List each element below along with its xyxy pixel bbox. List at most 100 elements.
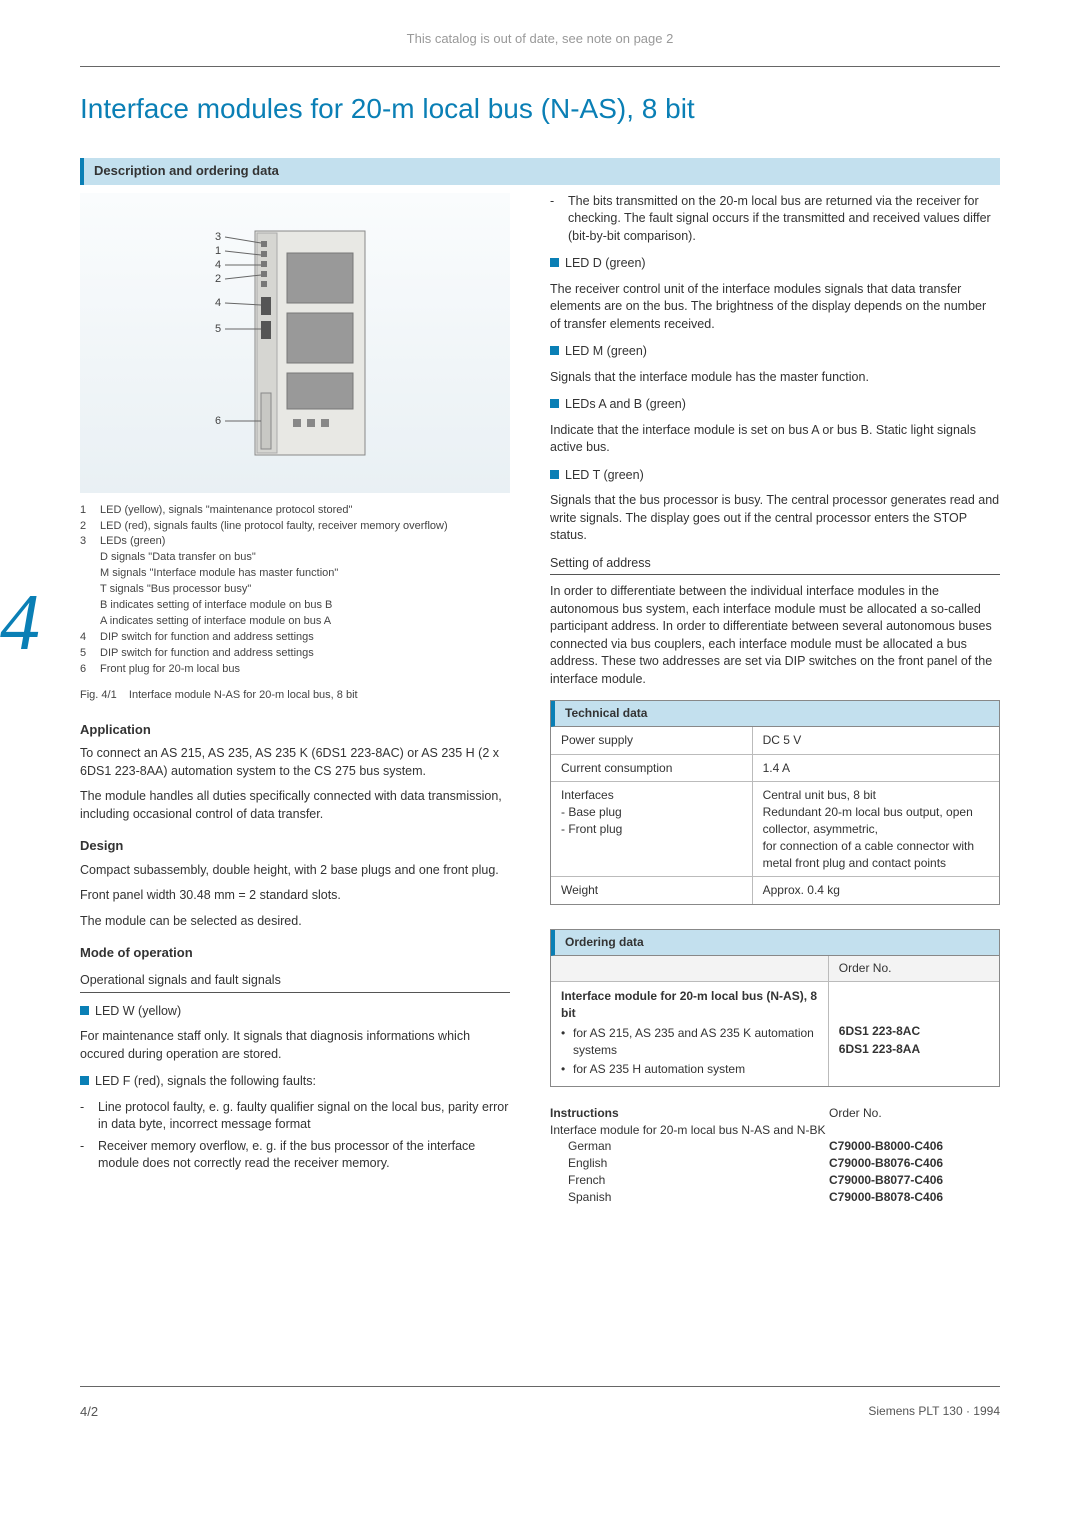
left-column: 4 [80,193,510,1206]
legend-row: 6Front plug for 20-m local bus [80,662,510,678]
legend-row: 3LEDs (green) [80,534,510,550]
setaddr-heading: Setting of address [550,555,1000,576]
design-p3: The module can be selected as desired. [80,913,510,931]
led-t-label: LED T (green) [565,467,644,485]
technical-data-table: Technical data Power supplyDC 5 VCurrent… [550,700,1000,905]
tech-row: WeightApprox. 0.4 kg [551,877,999,904]
order-body: Interface module for 20-m local bus (N-A… [551,982,999,1086]
callout-5-a: 4 [215,297,221,309]
instruction-row: SpanishC79000-B8078-C406 [550,1189,1000,1206]
square-bullet-icon [80,1006,89,1015]
order-header-row: Order No. [551,956,999,982]
square-bullet-icon [550,258,559,267]
fig-caption-text: Interface module N-AS for 20-m local bus… [129,689,358,701]
design-p2: Front panel width 30.48 mm = 2 standard … [80,887,510,905]
legend-row: 5DIP switch for function and address set… [80,646,510,662]
led-t-text: Signals that the bus processor is busy. … [550,492,1000,545]
legend-row: M signals "Interface module has master f… [80,566,510,582]
led-ab-text: Indicate that the interface module is se… [550,422,1000,457]
legend-row: 2LED (red), signals faults (line protoco… [80,519,510,535]
legend-row: 1LED (yellow), signals "maintenance prot… [80,503,510,519]
module-illustration: 3 1 4 2 4 5 6 [165,213,425,473]
callout-5: 5 [215,323,221,335]
order-number: 6DS1 223-8AA [839,1041,989,1058]
legend-row: A indicates setting of interface module … [80,614,510,630]
figure-caption: Fig. 4/1 Interface module N-AS for 20-m … [80,688,510,703]
order-item: for AS 235 H automation system [561,1061,818,1078]
page: This catalog is out of date, see note on… [0,0,1080,1461]
ordering-data-table: Ordering data Order No. Interface module… [550,929,1000,1087]
tech-row: Current consumption1.4 A [551,755,999,783]
square-bullet-icon [80,1076,89,1085]
section-bar: Description and ordering data [80,158,1000,184]
order-item-list: for AS 215, AS 235 and AS 235 K automati… [561,1025,818,1077]
application-heading: Application [80,721,510,739]
setaddr-text: In order to differentiate between the in… [550,583,1000,688]
led-f-item-1: - Line protocol faulty, e. g. faulty qua… [80,1099,510,1134]
order-col-header: Order No. [829,956,999,981]
led-f-label: LED F (red), signals the following fault… [95,1073,316,1091]
page-title: Interface modules for 20-m local bus (N-… [80,89,1000,128]
opsignals-heading: Operational signals and fault signals [80,972,510,993]
callout-4: 4 [215,259,221,271]
order-table-head: Ordering data [551,930,999,956]
instructions-order-col: Order No. [829,1105,1000,1139]
tech-row: Interfaces - Base plug - Front plugCentr… [551,782,999,877]
square-bullet-icon [550,399,559,408]
square-bullet-icon [550,346,559,355]
order-number: 6DS1 223-8AC [839,1023,989,1040]
led-f-row: LED F (red), signals the following fault… [80,1073,510,1091]
led-ab-row: LEDs A and B (green) [550,396,1000,414]
led-t-row: LED T (green) [550,467,1000,485]
legend-row: T signals "Bus processor busy" [80,582,510,598]
design-heading: Design [80,837,510,855]
legend-row: B indicates setting of interface module … [80,598,510,614]
led-w-row: LED W (yellow) [80,1003,510,1021]
callout-1: 1 [215,245,221,257]
callout-2: 2 [215,273,221,285]
callout-6: 6 [215,415,221,427]
right-column: - The bits transmitted on the 20-m local… [550,193,1000,1206]
instructions-intro: Interface module for 20-m local bus N-AS… [550,1122,829,1139]
application-p1: To connect an AS 215, AS 235, AS 235 K (… [80,745,510,780]
mode-heading: Mode of operation [80,944,510,962]
legend-row: D signals "Data transfer on bus" [80,550,510,566]
square-bullet-icon [550,470,559,479]
application-p2: The module handles all duties specifical… [80,788,510,823]
led-d-label: LED D (green) [565,255,646,273]
led-m-label: LED M (green) [565,343,647,361]
footer-right: Siemens PLT 130 · 1994 [868,1403,1000,1421]
order-desc-title: Interface module for 20-m local bus (N-A… [561,988,818,1022]
chapter-tab: 4 [0,583,58,693]
top-rule [80,66,1000,67]
order-item: for AS 215, AS 235 and AS 235 K automati… [561,1025,818,1059]
instructions-block: Instructions Interface module for 20-m l… [550,1105,1000,1206]
order-number-list: 6DS1 223-8AC6DS1 223-8AA [839,1023,989,1059]
led-ab-label: LEDs A and B (green) [565,396,686,414]
figure-box: 3 1 4 2 4 5 6 [80,193,510,493]
design-p1: Compact subassembly, double height, with… [80,862,510,880]
figure-legend: 1LED (yellow), signals "maintenance prot… [80,503,510,678]
callout-3: 3 [215,231,221,243]
led-m-row: LED M (green) [550,343,1000,361]
led-d-text: The receiver control unit of the interfa… [550,281,1000,334]
led-w-label: LED W (yellow) [95,1003,181,1021]
tech-row: Power supplyDC 5 V [551,727,999,755]
footer: 4/2 Siemens PLT 130 · 1994 [80,1397,1000,1421]
instruction-row: EnglishC79000-B8076-C406 [550,1155,1000,1172]
led-w-text: For maintenance staff only. It signals t… [80,1028,510,1063]
bottom-rule [80,1386,1000,1387]
two-column-layout: 4 [80,193,1000,1206]
top-dash-item: - The bits transmitted on the 20-m local… [550,193,1000,246]
instructions-title: Instructions [550,1105,829,1122]
page-number: 4/2 [80,1403,98,1421]
fig-caption-label: Fig. 4/1 [80,689,117,701]
led-f-item-2: - Receiver memory overflow, e. g. if the… [80,1138,510,1173]
led-m-text: Signals that the interface module has th… [550,369,1000,387]
tech-table-head: Technical data [551,701,999,727]
led-d-row: LED D (green) [550,255,1000,273]
outdated-note: This catalog is out of date, see note on… [80,30,1000,48]
instruction-row: GermanC79000-B8000-C406 [550,1138,1000,1155]
instruction-row: FrenchC79000-B8077-C406 [550,1172,1000,1189]
legend-row: 4DIP switch for function and address set… [80,630,510,646]
